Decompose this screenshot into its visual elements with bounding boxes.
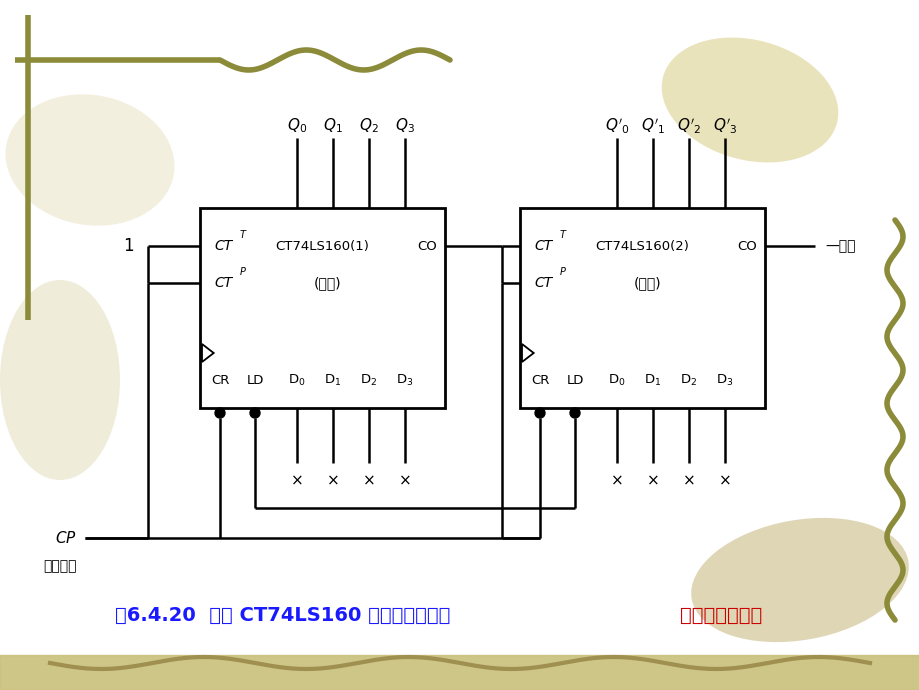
Text: D$_2$: D$_2$ — [360, 373, 377, 388]
Text: ×: × — [326, 473, 339, 489]
Text: CT: CT — [214, 239, 232, 253]
Text: P: P — [240, 267, 245, 277]
Circle shape — [570, 408, 579, 418]
Text: D$_3$: D$_3$ — [396, 373, 414, 388]
Text: LD: LD — [566, 373, 583, 386]
Text: (个位): (个位) — [313, 276, 341, 290]
Text: CT74LS160(1): CT74LS160(1) — [275, 239, 369, 253]
Bar — [519, 208, 765, 408]
Text: $Q'_3$: $Q'_3$ — [712, 117, 736, 136]
Text: 同步加法计数器: 同步加法计数器 — [679, 606, 762, 624]
Text: D$_1$: D$_1$ — [643, 373, 661, 388]
Text: ×: × — [362, 473, 375, 489]
Text: 计数输入: 计数输入 — [43, 559, 77, 573]
Text: D$_2$: D$_2$ — [680, 373, 697, 388]
Text: T: T — [240, 230, 245, 240]
Text: CT: CT — [214, 276, 232, 290]
Ellipse shape — [6, 95, 175, 226]
Text: $Q_0$: $Q_0$ — [287, 117, 307, 135]
Text: ×: × — [290, 473, 303, 489]
Text: (十位): (十位) — [633, 276, 661, 290]
Text: $CP$: $CP$ — [55, 530, 77, 546]
Text: CT74LS160(2): CT74LS160(2) — [595, 239, 688, 253]
Text: CT: CT — [533, 276, 551, 290]
Text: $Q_2$: $Q_2$ — [358, 117, 379, 135]
Text: ×: × — [682, 473, 695, 489]
Ellipse shape — [661, 37, 837, 162]
Text: D$_3$: D$_3$ — [716, 373, 733, 388]
Text: ×: × — [718, 473, 731, 489]
Text: CR: CR — [210, 373, 229, 386]
Text: D$_0$: D$_0$ — [607, 373, 625, 388]
Text: D$_0$: D$_0$ — [288, 373, 305, 388]
Circle shape — [535, 408, 544, 418]
Text: LD: LD — [246, 373, 264, 386]
Bar — [199, 208, 445, 408]
Text: CR: CR — [530, 373, 549, 386]
Text: 图6.4.20  两片 CT74LS160 构成的一百进制: 图6.4.20 两片 CT74LS160 构成的一百进制 — [115, 606, 450, 624]
Text: CO: CO — [416, 239, 437, 253]
Text: ×: × — [646, 473, 659, 489]
Text: CT: CT — [533, 239, 551, 253]
Text: P: P — [560, 267, 565, 277]
Text: $Q'_2$: $Q'_2$ — [676, 117, 700, 136]
Ellipse shape — [690, 518, 908, 642]
Text: D$_1$: D$_1$ — [324, 373, 341, 388]
Circle shape — [250, 408, 260, 418]
Text: $Q'_1$: $Q'_1$ — [641, 117, 664, 136]
Text: $Q_1$: $Q_1$ — [323, 117, 343, 135]
Text: ×: × — [610, 473, 623, 489]
Text: 1: 1 — [123, 237, 134, 255]
Text: T: T — [560, 230, 565, 240]
Ellipse shape — [0, 280, 119, 480]
Circle shape — [215, 408, 225, 418]
Text: —输出: —输出 — [824, 239, 855, 253]
Text: $Q_3$: $Q_3$ — [394, 117, 414, 135]
Text: ×: × — [398, 473, 411, 489]
Text: CO: CO — [736, 239, 756, 253]
Text: $Q'_0$: $Q'_0$ — [604, 117, 629, 136]
